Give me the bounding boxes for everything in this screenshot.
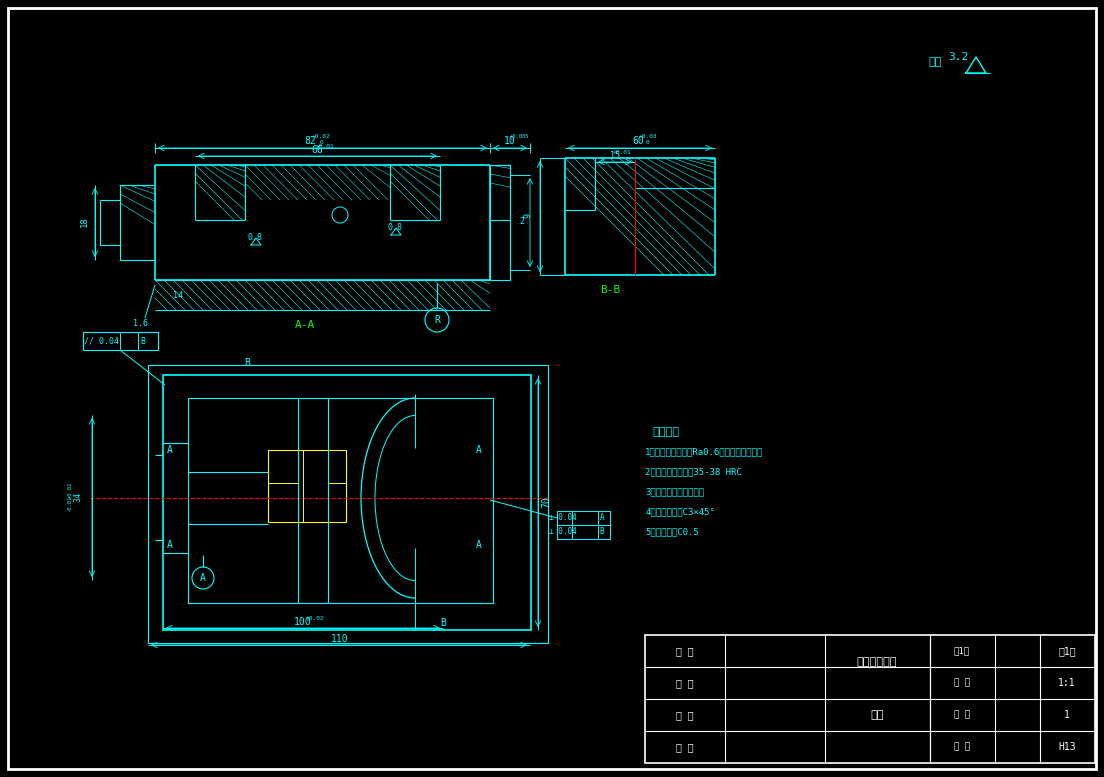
Bar	[83, 332, 158, 350]
Text: A: A	[476, 540, 482, 550]
Text: 比 例: 比 例	[954, 678, 970, 688]
Text: 审 规: 审 规	[676, 678, 693, 688]
Text: A: A	[167, 540, 173, 550]
Text: +0.02: +0.02	[67, 482, 73, 498]
Text: H13: H13	[1059, 742, 1075, 752]
Bar	[148, 365, 548, 643]
Text: A: A	[200, 573, 206, 583]
Text: 34: 34	[74, 492, 83, 502]
Text: B: B	[440, 618, 446, 628]
Text: 70: 70	[541, 497, 551, 508]
Text: 14: 14	[173, 291, 183, 299]
Text: 18: 18	[79, 217, 88, 228]
Text: 5、未注倒角C0.5: 5、未注倒角C0.5	[645, 528, 699, 536]
Text: +0.01: +0.01	[316, 144, 335, 148]
Text: 第1张: 第1张	[1059, 646, 1075, 656]
Text: 2、型腔表面硬度为35-38 HRC: 2、型腔表面硬度为35-38 HRC	[645, 468, 742, 476]
Text: // 0.04: // 0.04	[84, 336, 118, 346]
Text: -0.01: -0.01	[67, 496, 73, 512]
Text: 3.2: 3.2	[948, 52, 968, 62]
Text: 110: 110	[331, 634, 349, 644]
Text: +0.02: +0.02	[306, 615, 325, 621]
Text: 数 量: 数 量	[954, 710, 970, 720]
Text: 0.8: 0.8	[247, 234, 263, 242]
Bar	[558, 511, 611, 525]
Text: 15: 15	[611, 152, 620, 161]
Text: +0.03: +0.03	[638, 134, 657, 140]
Text: +0.01: +0.01	[613, 149, 631, 155]
Text: 共1张: 共1张	[954, 646, 970, 656]
Text: 4、所有倒圆角C3×45°: 4、所有倒圆角C3×45°	[645, 507, 715, 517]
Text: 60: 60	[633, 136, 644, 146]
Text: 0: 0	[646, 141, 650, 145]
Text: A: A	[476, 445, 482, 455]
Text: 日 期: 日 期	[676, 710, 693, 720]
Text: B: B	[244, 358, 250, 368]
Text: +0.005: +0.005	[510, 134, 530, 140]
Text: 塑料模具设计: 塑料模具设计	[857, 657, 898, 667]
Text: 1.6: 1.6	[132, 319, 148, 329]
Text: 设 计: 设 计	[676, 646, 693, 656]
Text: B: B	[599, 528, 604, 536]
Bar	[268, 450, 346, 522]
Text: +0.02: +0.02	[311, 134, 330, 140]
Text: 1:1: 1:1	[1059, 678, 1075, 688]
Bar	[163, 375, 531, 630]
Text: 技术要求: 技术要求	[652, 427, 679, 437]
Text: A: A	[167, 445, 173, 455]
Text: 材 料: 材 料	[954, 743, 970, 751]
Text: 66: 66	[311, 145, 322, 155]
Bar	[558, 525, 611, 539]
Bar	[188, 398, 493, 603]
Text: ⊥ 0.04: ⊥ 0.04	[549, 528, 577, 536]
Text: 82: 82	[304, 136, 316, 146]
Text: B: B	[140, 336, 146, 346]
Text: 3、各锐口须钳修去毛刺: 3、各锐口须钳修去毛刺	[645, 487, 704, 497]
Text: ⊥ 0.04: ⊥ 0.04	[549, 514, 577, 522]
Text: R: R	[434, 315, 439, 325]
Text: 1、型腔表面粗糙度Ra0.6，油痕沿方向抛光: 1、型腔表面粗糙度Ra0.6，油痕沿方向抛光	[645, 448, 763, 457]
Text: A-A: A-A	[295, 320, 315, 330]
Text: 1: 1	[1064, 710, 1070, 720]
Text: 审 图: 审 图	[676, 742, 693, 752]
Text: 10: 10	[505, 136, 516, 146]
Text: B-B: B-B	[599, 285, 620, 295]
Text: 0.8: 0.8	[388, 224, 403, 232]
Text: 型腔: 型腔	[870, 710, 883, 720]
Text: 2: 2	[520, 218, 524, 227]
Text: A: A	[599, 514, 604, 522]
Text: 100: 100	[294, 617, 311, 627]
Text: 其余: 其余	[928, 57, 942, 67]
Text: 9: 9	[523, 214, 532, 218]
Text: 0: 0	[319, 141, 322, 145]
Bar	[645, 635, 1095, 763]
